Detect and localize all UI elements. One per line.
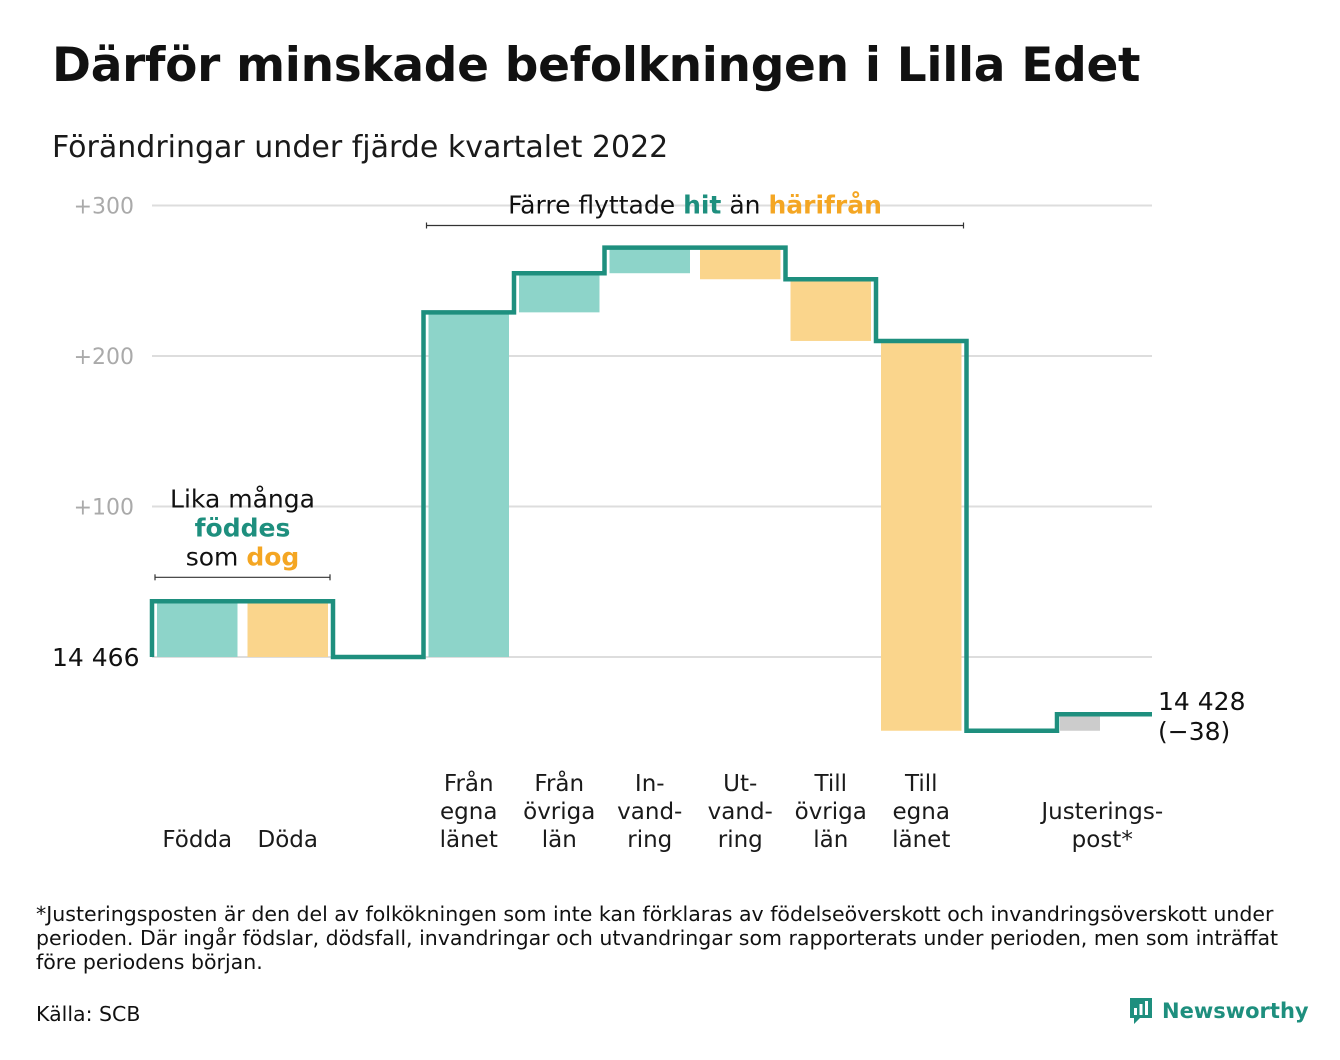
footnote: *Justeringsposten är den del av folkökni…: [36, 902, 1279, 974]
category-label: Från: [534, 769, 584, 797]
baseline-value-label: 14 466: [52, 643, 139, 672]
annotation-segment-inflow: hit: [683, 191, 721, 220]
bar-adjustment: [1060, 714, 1100, 731]
category-label: In-: [635, 771, 665, 797]
category-label: övriga: [795, 799, 867, 825]
y-tick-label: +200: [74, 345, 134, 370]
category-label: Justerings-: [1039, 799, 1163, 825]
bar-inflow: [157, 601, 238, 657]
category-label: Döda: [258, 827, 318, 853]
bar-inflow: [609, 247, 690, 274]
cumulative-step-line: [149, 245, 1152, 733]
category-label: ring: [718, 827, 763, 853]
category-label: post*: [1072, 827, 1133, 853]
category-label: Från: [444, 769, 494, 797]
category-label: övriga: [523, 799, 595, 825]
step-line: [149, 245, 1152, 733]
chart-subtitle: Förändringar under fjärde kvartalet 2022: [52, 130, 669, 165]
brand-name: Newsworthy: [1162, 999, 1309, 1023]
brand-logo: Newsworthy: [1128, 996, 1309, 1026]
category-label: vand-: [708, 799, 773, 825]
category-label: länet: [440, 827, 498, 853]
category-label: Till: [813, 771, 847, 797]
bar-chart-speech-bubble-icon: [1130, 998, 1152, 1024]
annotation-text: Färre flyttade hit än härifrån: [508, 191, 882, 220]
annotation-text: som dog: [186, 542, 300, 571]
y-tick-label: +300: [74, 195, 134, 220]
category-label: egna: [440, 799, 497, 825]
annotation-segment-plain: som: [186, 542, 247, 571]
bar-inflow: [519, 273, 600, 313]
end-value-label: 14 428: [1158, 687, 1245, 716]
bars: [157, 247, 1100, 731]
annotation-segment-outflow: härifrån: [768, 191, 881, 220]
annotation-segment-inflow: föddes: [195, 513, 291, 542]
annotation-text: föddes: [195, 513, 291, 542]
chart-title: Därför minskade befolkningen i Lilla Ede…: [52, 38, 1141, 93]
y-tick-label: +100: [74, 496, 134, 521]
category-label: länet: [892, 827, 950, 853]
bar-outflow: [790, 279, 871, 341]
annotation-text: Lika många: [170, 484, 315, 513]
category-label: län: [813, 827, 848, 853]
annotation-segment-plain: Färre flyttade: [508, 191, 683, 220]
category-label: vand-: [617, 799, 682, 825]
annotation-segment-plain: Lika många: [170, 484, 315, 513]
end-change-label: (−38): [1158, 717, 1230, 746]
category-label: Till: [904, 771, 938, 797]
bar-inflow: [428, 312, 509, 657]
category-label: Födda: [162, 827, 232, 853]
category-label: egna: [893, 799, 950, 825]
bar-outflow: [247, 601, 328, 657]
category-label: ring: [627, 827, 672, 853]
category-label: län: [542, 827, 577, 853]
bar-outflow: [881, 340, 962, 731]
category-label: Ut-: [723, 771, 757, 797]
annotation-segment-outflow: dog: [246, 542, 299, 571]
annotation-segment-plain: än: [721, 191, 768, 220]
bar-outflow: [700, 247, 781, 280]
source-note: Källa: SCB: [36, 1002, 141, 1026]
